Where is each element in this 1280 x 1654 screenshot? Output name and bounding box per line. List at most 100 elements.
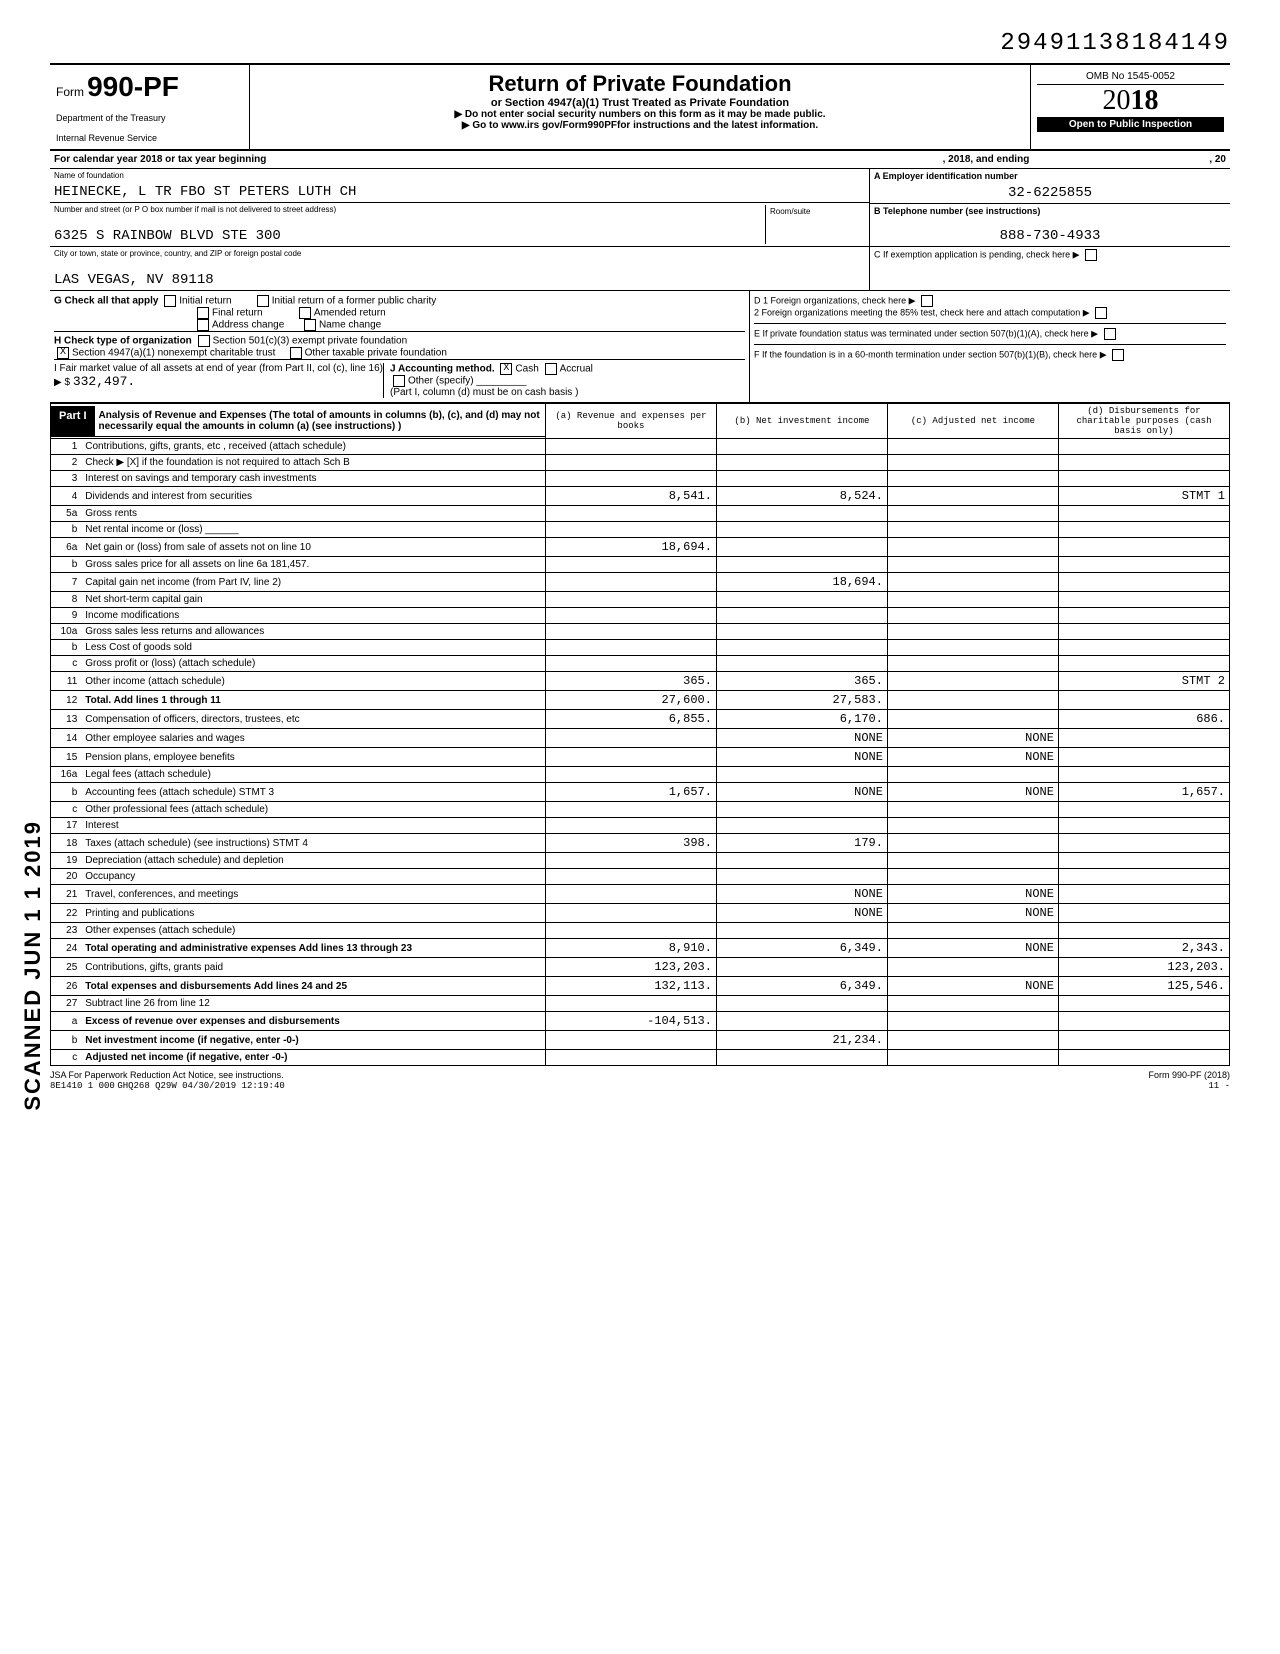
row-desc: Printing and publications	[81, 904, 545, 923]
table-row: 4Dividends and interest from securities8…	[51, 487, 1230, 506]
row-num: 27	[51, 996, 82, 1012]
col-c-header: (c) Adjusted net income	[887, 404, 1058, 439]
h-other-checkbox[interactable]	[290, 347, 302, 359]
row-col-b: 6,170.	[716, 710, 887, 729]
row-num: c	[51, 1050, 82, 1066]
i-row: I Fair market value of all assets at end…	[54, 359, 745, 398]
j-other-checkbox[interactable]	[393, 375, 405, 387]
row-col-b	[716, 608, 887, 624]
row-col-a	[545, 592, 716, 608]
j-accrual: Accrual	[560, 364, 593, 375]
table-row: 8Net short-term capital gain	[51, 592, 1230, 608]
row-col-a	[545, 624, 716, 640]
row-col-c	[887, 1012, 1058, 1031]
row-desc: Net investment income (if negative, ente…	[81, 1031, 545, 1050]
row-col-c	[887, 487, 1058, 506]
j-accrual-checkbox[interactable]	[545, 363, 557, 375]
row-num: 21	[51, 885, 82, 904]
row-desc: Gross sales price for all assets on line…	[81, 557, 545, 573]
part1-title: Analysis of Revenue and Expenses (The to…	[95, 406, 545, 436]
row-col-d	[1058, 573, 1229, 592]
row-num: a	[51, 1012, 82, 1031]
row-col-a: 18,694.	[545, 538, 716, 557]
row-col-b	[716, 802, 887, 818]
row-num: 7	[51, 573, 82, 592]
g-initial-checkbox[interactable]	[164, 295, 176, 307]
row-col-d	[1058, 869, 1229, 885]
h-501c3-checkbox[interactable]	[198, 335, 210, 347]
row-col-a: 132,113.	[545, 977, 716, 996]
table-row: 26Total expenses and disbursements Add l…	[51, 977, 1230, 996]
row-desc: Total expenses and disbursements Add lin…	[81, 977, 545, 996]
row-col-b	[716, 471, 887, 487]
row-col-d: 686.	[1058, 710, 1229, 729]
table-row: bGross sales price for all assets on lin…	[51, 557, 1230, 573]
row-col-c	[887, 608, 1058, 624]
row-col-a	[545, 904, 716, 923]
city-label: City or town, state or province, country…	[54, 249, 865, 258]
room-label: Room/suite	[770, 207, 861, 216]
table-row: 13Compensation of officers, directors, t…	[51, 710, 1230, 729]
row-col-a	[545, 1050, 716, 1066]
row-desc: Excess of revenue over expenses and disb…	[81, 1012, 545, 1031]
row-num: b	[51, 640, 82, 656]
row-col-c	[887, 522, 1058, 538]
row-desc: Dividends and interest from securities	[81, 487, 545, 506]
row-desc: Interest	[81, 818, 545, 834]
row-col-a	[545, 748, 716, 767]
g-amended-checkbox[interactable]	[299, 307, 311, 319]
g-namechange-checkbox[interactable]	[304, 319, 316, 331]
g-former-checkbox[interactable]	[257, 295, 269, 307]
c-checkbox[interactable]	[1085, 249, 1097, 261]
f-checkbox[interactable]	[1112, 349, 1124, 361]
omb-block: OMB No 1545-0052 2018 Open to Public Ins…	[1030, 65, 1230, 149]
row-col-a	[545, 885, 716, 904]
g-addrchange-checkbox[interactable]	[197, 319, 209, 331]
city-cell: City or town, state or province, country…	[50, 247, 869, 290]
row-col-d	[1058, 923, 1229, 939]
row-col-d	[1058, 834, 1229, 853]
d2-checkbox[interactable]	[1095, 307, 1107, 319]
h-row: H Check type of organization Section 501…	[54, 331, 745, 347]
row-col-b	[716, 624, 887, 640]
row-col-b	[716, 1050, 887, 1066]
row-desc: Total operating and administrative expen…	[81, 939, 545, 958]
row-col-b	[716, 958, 887, 977]
row-col-c	[887, 853, 1058, 869]
d1-checkbox[interactable]	[921, 295, 933, 307]
g-opt-4: Amended return	[314, 308, 386, 319]
e-checkbox[interactable]	[1104, 328, 1116, 340]
row-col-a	[545, 818, 716, 834]
row-col-a	[545, 923, 716, 939]
table-row: 9Income modifications	[51, 608, 1230, 624]
row-col-c	[887, 710, 1058, 729]
row-num: 4	[51, 487, 82, 506]
form-header: Form 990-PF Department of the Treasury I…	[50, 63, 1230, 151]
row-num: 11	[51, 672, 82, 691]
row-num: b	[51, 557, 82, 573]
row-desc: Net gain or (loss) from sale of assets n…	[81, 538, 545, 557]
row-col-c: NONE	[887, 939, 1058, 958]
h-4947-checkbox[interactable]: X	[57, 347, 69, 359]
form-title-block: Return of Private Foundation or Section …	[250, 65, 1030, 149]
row-col-b	[716, 767, 887, 783]
table-row: 2Check ▶ [X] if the foundation is not re…	[51, 455, 1230, 471]
row-col-c: NONE	[887, 729, 1058, 748]
row-col-c	[887, 439, 1058, 455]
row-col-a: 6,855.	[545, 710, 716, 729]
table-row: cAdjusted net income (if negative, enter…	[51, 1050, 1230, 1066]
row-col-a: 123,203.	[545, 958, 716, 977]
row-col-b: NONE	[716, 783, 887, 802]
jsa-notice: JSA For Paperwork Reduction Act Notice, …	[50, 1070, 284, 1080]
row-col-b	[716, 923, 887, 939]
row-col-b	[716, 592, 887, 608]
tax-year: 2018	[1037, 85, 1224, 117]
row-num: b	[51, 522, 82, 538]
cal-mid: , 2018, and ending	[943, 154, 1030, 165]
g-final-checkbox[interactable]	[197, 307, 209, 319]
row-col-d	[1058, 748, 1229, 767]
row-col-d	[1058, 691, 1229, 710]
part1-header-row: Part I Analysis of Revenue and Expenses …	[51, 404, 1230, 439]
e-label: E If private foundation status was termi…	[754, 323, 1226, 340]
j-cash-checkbox[interactable]: X	[500, 363, 512, 375]
